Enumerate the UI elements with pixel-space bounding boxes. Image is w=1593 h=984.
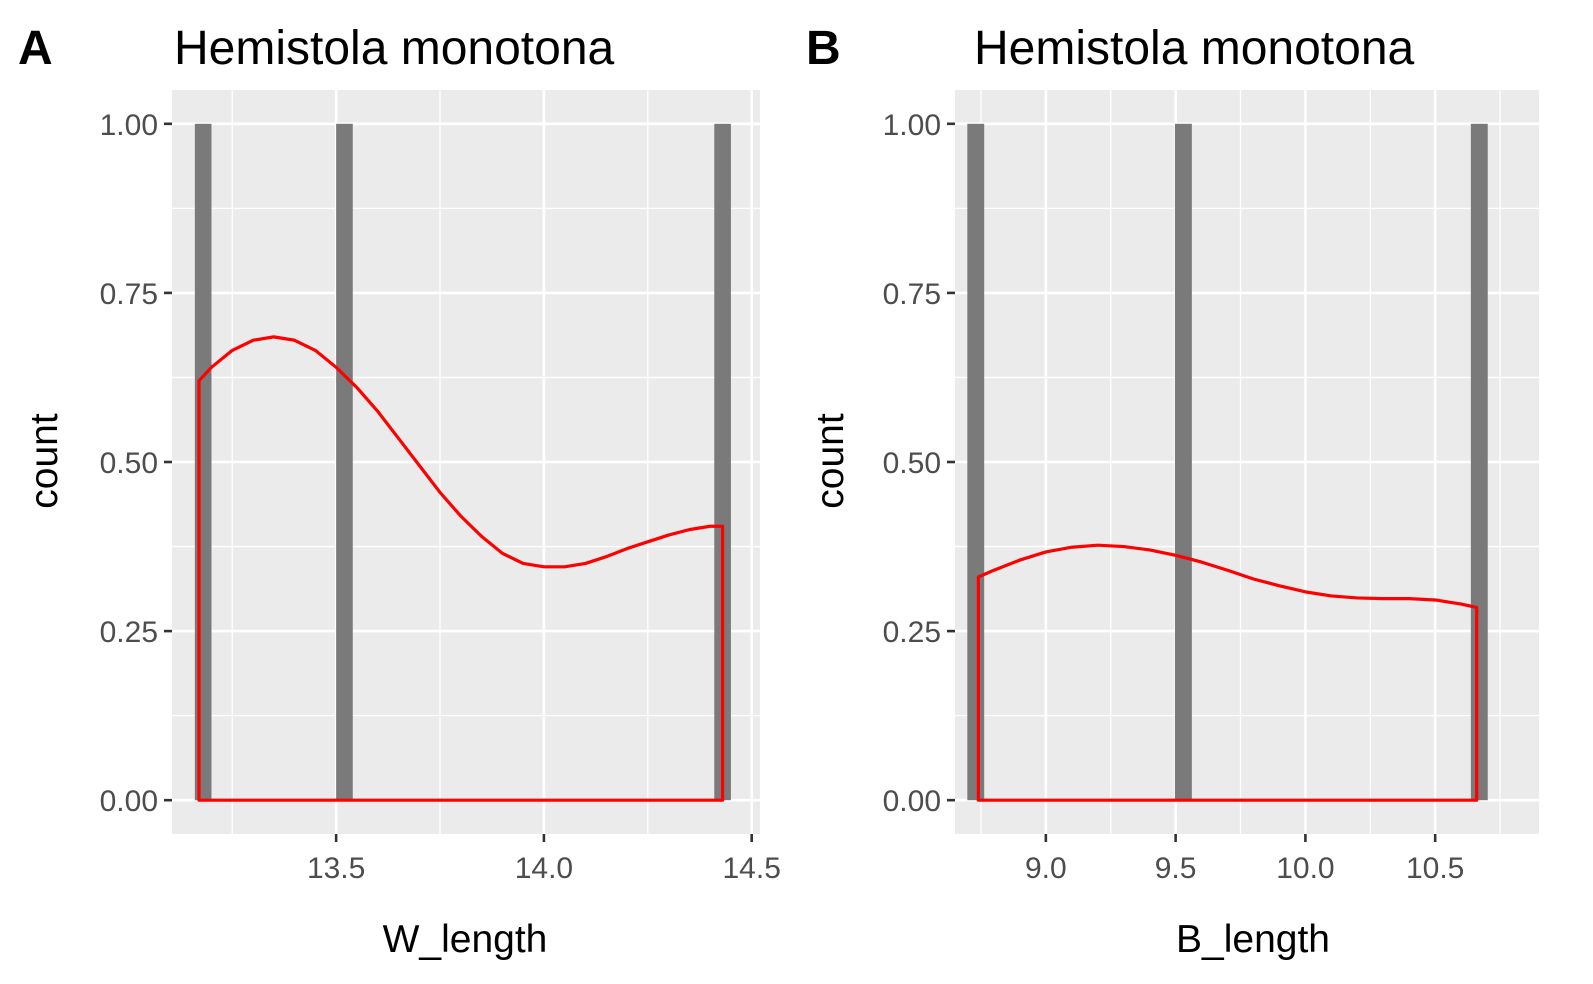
panel-b: B Hemistola monotona 0.00 0.25 0.50 0.75 1.0… <box>806 22 1539 961</box>
histogram-bar <box>194 123 212 801</box>
y-tick-label: 0.00 <box>883 785 941 818</box>
y-tick-label: 0.75 <box>100 278 158 311</box>
chart-title: Hemistola monotona <box>174 22 615 75</box>
plot-area: 0.00 0.25 0.50 0.75 1.00 9.0 9.5 10.0 10.5 <box>883 90 1539 885</box>
x-tick-label: 13.5 <box>307 852 365 885</box>
panel-tag: A <box>18 22 53 75</box>
y-tick-label: 0.25 <box>100 616 158 649</box>
chart-title: Hemistola monotona <box>974 22 1415 75</box>
x-tick-label: 10.5 <box>1406 852 1464 885</box>
panel-a: A Hemistola monotona 0.00 0.25 0.50 0.75 1.0… <box>18 22 781 961</box>
x-tick-label: 10.0 <box>1276 852 1334 885</box>
y-axis-title: count <box>23 413 66 509</box>
density-curve <box>976 543 1479 802</box>
x-axis-title: B_length <box>1176 918 1330 961</box>
y-tick-label: 1.00 <box>100 109 158 142</box>
density-curve <box>197 335 725 802</box>
y-tick-label: 0.50 <box>100 447 158 480</box>
panel-tag: B <box>806 22 841 75</box>
y-tick-label: 0.00 <box>100 785 158 818</box>
y-tick-label: 0.50 <box>883 447 941 480</box>
x-tick-label: 9.5 <box>1155 852 1197 885</box>
y-axis-title: count <box>809 413 852 509</box>
x-tick-label: 9.0 <box>1025 852 1067 885</box>
histogram-bar <box>967 123 985 801</box>
histogram-bar <box>1470 123 1488 801</box>
x-tick-label: 14.5 <box>722 852 780 885</box>
y-tick-label: 0.25 <box>883 616 941 649</box>
plot-area: 0.00 0.25 0.50 0.75 1.00 13.5 14.0 14.5 <box>100 90 781 885</box>
x-axis-title: W_length <box>383 918 548 961</box>
histogram-bar <box>336 123 353 801</box>
y-tick-label: 0.75 <box>883 278 941 311</box>
histogram-bar <box>1174 123 1192 801</box>
histogram-bar <box>714 123 731 801</box>
y-tick-label: 1.00 <box>883 109 941 142</box>
x-tick-label: 14.0 <box>515 852 573 885</box>
